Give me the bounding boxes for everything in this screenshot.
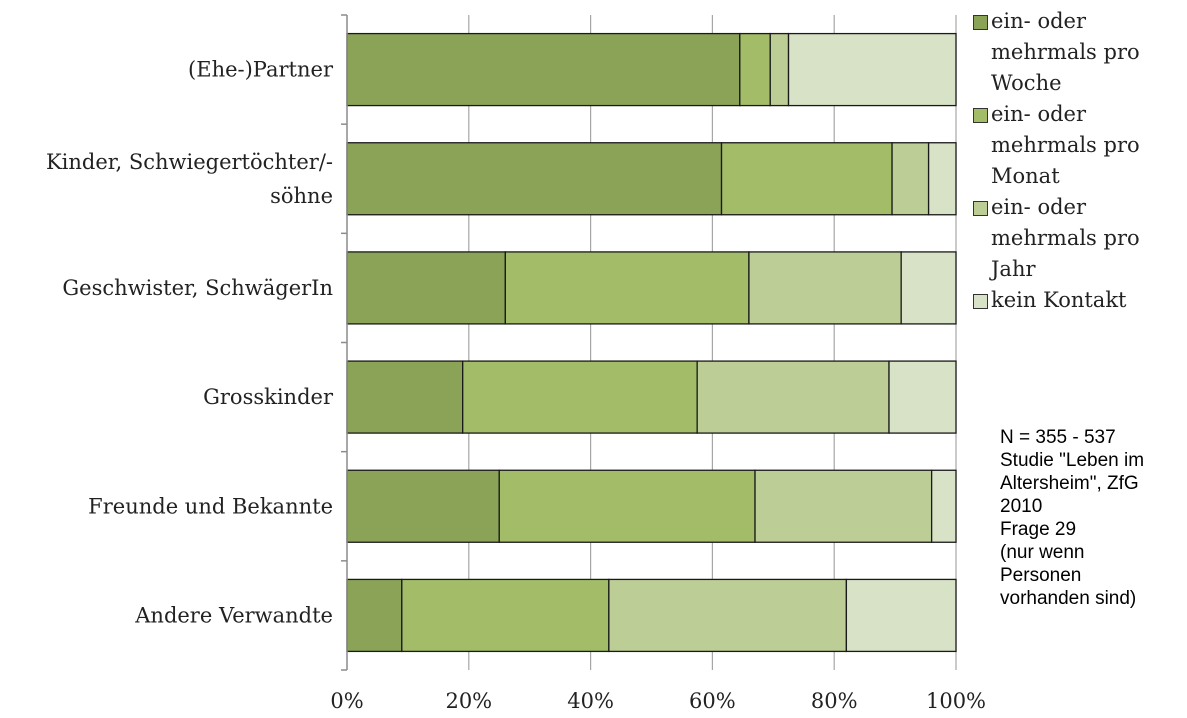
legend-item: ein- oder mehrmals pro Woche [973, 6, 1187, 99]
bar-segment [346, 251, 506, 325]
annotation-line: Altersheim", ZfG [1000, 473, 1139, 494]
annotation-line: 2010 [1000, 496, 1043, 517]
legend-swatch [973, 294, 988, 309]
bar-segment [930, 469, 957, 543]
legend-label-line: ein- oder [991, 102, 1086, 126]
legend-label-line: mehrmals pro [991, 133, 1140, 157]
bar-segment [769, 32, 790, 107]
legend-label-line: kein Kontakt [991, 288, 1127, 312]
bar-segment [696, 360, 890, 434]
bar-segment [739, 32, 771, 107]
legend-swatch [973, 108, 988, 123]
gridlines [468, 15, 957, 670]
annotation-line: (nur wenn [1000, 542, 1085, 563]
legend-label-line: Jahr [991, 257, 1036, 281]
bar-segment [720, 142, 893, 216]
category-label: Freunde und Bekannte [88, 494, 333, 518]
bar-segment [346, 142, 723, 216]
legend: ein- oder mehrmals pro Woche ein- oder mehrm… [973, 6, 1187, 316]
legend-swatch [973, 15, 988, 30]
category-label: Kinder, Schwiegertöchter/- [46, 150, 333, 174]
bar-segment [845, 578, 957, 653]
annotation-line: N = 355 - 537 [1000, 427, 1116, 448]
legend-label: kein Kontakt [991, 285, 1127, 316]
legend-label-line: ein- oder [991, 195, 1086, 219]
bar-segment [891, 142, 930, 216]
legend-label: ein- oder mehrmals pro Monat [991, 99, 1140, 192]
bar-segment [401, 578, 610, 653]
legend-label-line: Woche [991, 71, 1062, 95]
category-label: Grosskinder [203, 385, 334, 409]
x-tick-label: 60% [689, 689, 736, 713]
category-label: Andere Verwandte [134, 603, 333, 627]
category-label: Geschwister, SchwägerIn [62, 276, 333, 300]
bar-segment [888, 360, 957, 434]
legend-item: ein- oder mehrmals pro Jahr [973, 192, 1187, 285]
x-tick-label: 20% [445, 689, 492, 713]
legend-label: ein- oder mehrmals pro Jahr [991, 192, 1140, 285]
annotation-line: Frage 29 [1000, 519, 1077, 540]
bar-segment [900, 251, 957, 325]
legend-label: ein- oder mehrmals pro Woche [991, 6, 1140, 99]
bar-segment [462, 360, 698, 434]
x-tick-label: 80% [811, 689, 858, 713]
bar-segment [754, 469, 933, 543]
x-tick-labels: 0% 20% 40% 60% 80% 100% [330, 689, 986, 713]
legend-label-line: Monat [991, 164, 1060, 188]
legend-swatch [973, 201, 988, 216]
bar-segment [504, 251, 750, 325]
legend-label-line: ein- oder [991, 9, 1086, 33]
legend-label-line: mehrmals pro [991, 40, 1140, 64]
bar-segment [787, 32, 957, 107]
bar-segment [927, 142, 957, 216]
category-label: (Ehe-)Partner [188, 58, 334, 82]
bar-segment [748, 251, 902, 325]
bar-segment [608, 578, 848, 653]
annotation-line: Personen [1000, 565, 1082, 586]
category-labels: (Ehe-)Partner Kinder, Schwiegertöchter/- s… [46, 58, 334, 628]
bar-segment [346, 469, 500, 543]
bar-segment [346, 578, 403, 653]
x-tick-label: 0% [330, 689, 363, 713]
annotation-line: Studie "Leben im [1000, 450, 1145, 471]
legend-item: ein- oder mehrmals pro Monat [973, 99, 1187, 192]
x-tick-label: 100% [926, 689, 986, 713]
x-tick-label: 40% [567, 689, 614, 713]
bar-segment [346, 360, 464, 434]
legend-item: kein Kontakt [973, 285, 1187, 316]
bar-segment [346, 32, 741, 107]
bar-segment [498, 469, 756, 543]
y-axis [341, 14, 348, 671]
legend-label-line: mehrmals pro [991, 226, 1140, 250]
category-label: söhne [270, 184, 333, 208]
bars [346, 32, 957, 653]
annotation-line: vorhanden sind) [1000, 588, 1137, 609]
chart-annotation: N = 355 - 537 Studie "Leben im Altersheim"… [1000, 426, 1185, 610]
